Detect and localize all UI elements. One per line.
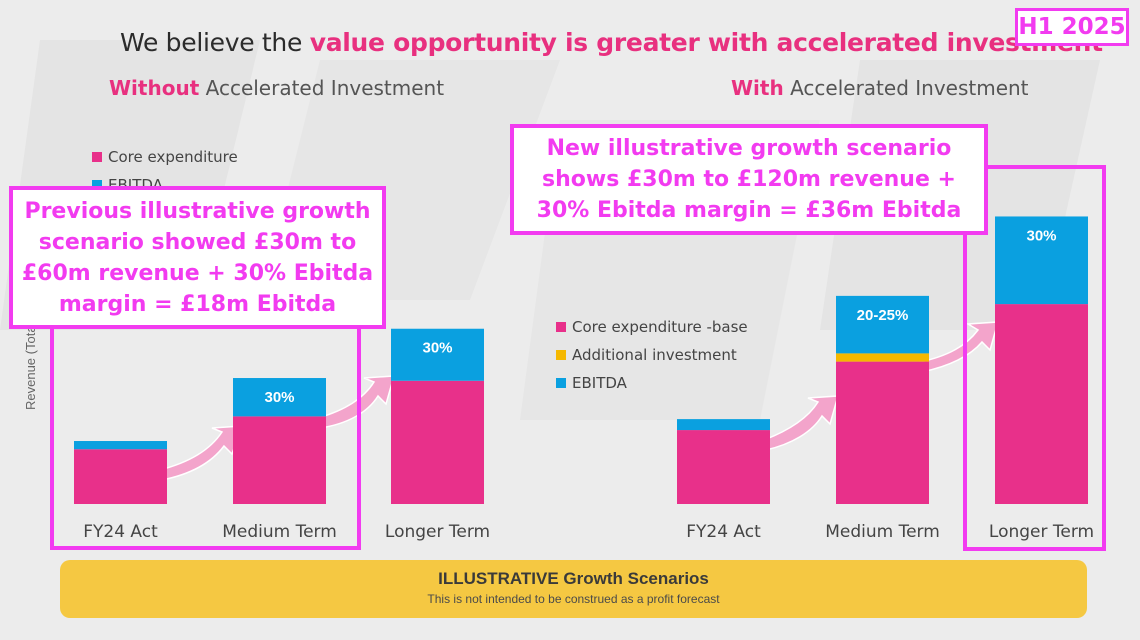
page-headline: We believe the value opportunity is grea…: [120, 28, 1103, 57]
right-legend-item-additional: Additional investment: [556, 341, 748, 369]
right-callout: New illustrative growth scenario shows £…: [510, 124, 988, 235]
headline-prefix: We believe the: [120, 28, 310, 57]
left-subtitle-rest: Accelerated Investment: [199, 76, 445, 100]
illustrative-banner: ILLUSTRATIVE Growth Scenarios This is no…: [60, 560, 1087, 618]
left-legend-item-core: Core expenditure: [92, 143, 238, 171]
legend-swatch-additional: [556, 350, 566, 360]
bar-right-longer-term-ebitda: [995, 216, 1088, 305]
data-label-left-3: 30%: [422, 340, 452, 357]
left-callout: Previous illustrative growth scenario sh…: [9, 186, 386, 329]
right-highlight-box: [963, 165, 1106, 551]
data-label-right-3: 30%: [1026, 227, 1056, 244]
legend-swatch-core: [92, 152, 102, 162]
legend-label-additional: Additional investment: [572, 346, 737, 364]
legend-swatch-ebitda: [92, 180, 102, 190]
category-label-left-3: Longer Term: [385, 522, 490, 542]
category-label-left-2: Medium Term: [222, 522, 337, 542]
bar-right-fy24-act-ebitda: [677, 419, 770, 431]
bar-right-medium-term-core-expenditure-base: [836, 361, 929, 504]
data-label-right-2: 20-25%: [857, 307, 909, 324]
legend-label-core: Core expenditure: [108, 148, 238, 166]
legend-swatch-core-base: [556, 322, 566, 332]
bar-left-fy24-act-ebitda: [74, 441, 167, 450]
legend-swatch-ebitda-right: [556, 378, 566, 388]
right-subtitle-rest: Accelerated Investment: [783, 76, 1029, 100]
bar-left-fy24-act-core-expenditure: [74, 449, 167, 504]
category-label-left-1: FY24 Act: [83, 522, 158, 542]
left-subtitle-highlight: Without: [109, 76, 200, 100]
growth-arrow-2: [317, 375, 396, 429]
data-label-left-2: 30%: [264, 389, 294, 406]
growth-arrow-3: [763, 395, 840, 451]
right-legend: Core expenditure -base Additional invest…: [556, 313, 748, 397]
category-label-right-2: Medium Term: [825, 522, 940, 542]
period-badge: H1 2025: [1015, 8, 1129, 46]
right-subtitle-highlight: With: [731, 76, 784, 100]
bar-left-longer-term-core-expenditure: [391, 380, 484, 504]
growth-arrow-1: [159, 425, 244, 481]
legend-label-core-base: Core expenditure -base: [572, 318, 748, 336]
bar-right-longer-term-core-expenditure-base: [995, 304, 1088, 504]
right-legend-item-core: Core expenditure -base: [556, 313, 748, 341]
legend-label-ebitda-right: EBITDA: [572, 374, 627, 392]
banner-subtitle: This is not intended to be construed as …: [427, 592, 720, 606]
category-label-right-1: FY24 Act: [686, 522, 761, 542]
y-axis-label: Revenue (Total): [23, 318, 38, 410]
right-panel-subtitle: With Accelerated Investment: [731, 76, 1029, 100]
right-legend-item-ebitda: EBITDA: [556, 369, 748, 397]
category-label-right-3: Longer Term: [989, 522, 1094, 542]
bar-left-medium-term-ebitda: [233, 378, 326, 417]
bar-right-fy24-act-core-expenditure-base: [677, 430, 770, 504]
bar-left-longer-term-ebitda: [391, 328, 484, 381]
left-panel-subtitle: Without Accelerated Investment: [109, 76, 444, 100]
bar-right-medium-term-ebitda: [836, 295, 929, 354]
bar-right-medium-term-additional-investment: [836, 353, 929, 362]
banner-title: ILLUSTRATIVE Growth Scenarios: [438, 569, 709, 588]
growth-arrow-4: [919, 321, 1000, 373]
headline-highlight: value opportunity is greater with accele…: [309, 28, 1103, 57]
bar-left-medium-term-core-expenditure: [233, 416, 326, 504]
